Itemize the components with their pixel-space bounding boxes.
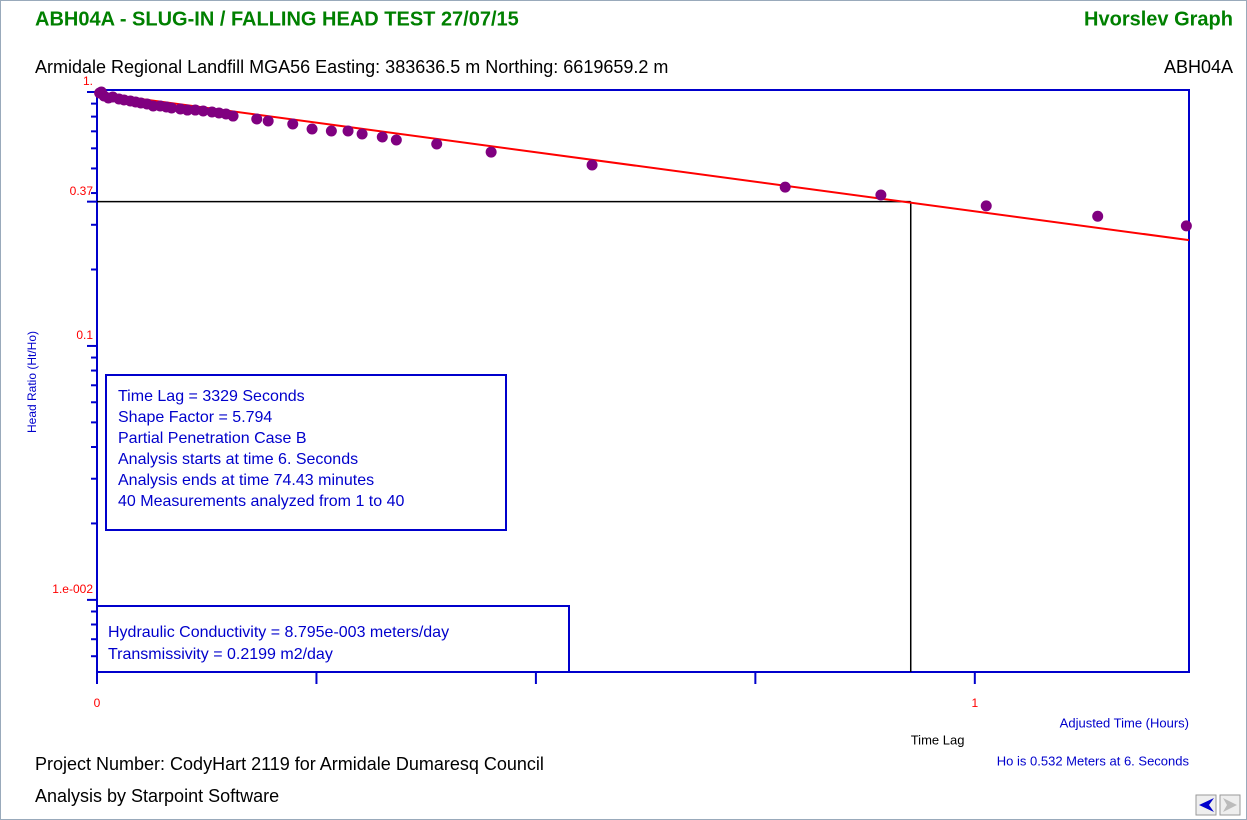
results-line: Transmissivity = 0.2199 m2/day [108,646,333,663]
info-line: Shape Factor = 5.794 [118,409,272,426]
info-line: Partial Penetration Case B [118,430,307,447]
x-axis-label: Adjusted Time (Hours) [1060,715,1189,730]
y-tick-label: 1. [83,74,93,88]
info-line: 40 Measurements analyzed from 1 to 40 [118,493,404,510]
footer: Analysis by Starpoint Software [35,786,279,806]
data-point [227,110,239,122]
data-point [390,134,402,146]
data-point [262,115,274,127]
data-point [197,105,209,117]
info-line: Analysis ends at time 74.43 minutes [118,472,374,489]
data-point [1180,220,1192,232]
data-point [586,159,598,171]
data-point [325,125,337,137]
data-point [779,181,791,193]
subtitle-right: ABH04A [1164,57,1233,77]
data-point [875,189,887,201]
x-tick-label: 1 [971,696,978,710]
results-box [96,605,570,673]
subtitle: Armidale Regional Landfill MGA56 Easting… [35,57,668,77]
nav-prev[interactable] [1195,794,1217,816]
title: ABH04A - SLUG-IN / FALLING HEAD TEST 27/… [35,8,519,30]
time-lag-label: Time Lag [911,732,965,747]
data-point [1092,210,1104,222]
data-point [980,200,992,212]
info-box [105,374,507,531]
data-point [251,113,263,125]
data-point [166,102,178,114]
fit-line [96,92,1190,242]
y-tick-label: 1.e-002 [52,582,93,596]
y-axis-label: Head Ratio (Ht/Ho) [25,331,39,433]
ho-note: Ho is 0.532 Meters at 6. Seconds [997,753,1190,768]
results-line: Hydraulic Conductivity = 8.795e-003 mete… [108,624,449,641]
info-line: Time Lag = 3329 Seconds [118,388,305,405]
data-point [485,146,497,158]
nav-next[interactable] [1219,794,1241,816]
data-point [181,104,193,116]
x-tick-label: 0 [94,696,101,710]
info-line: Analysis starts at time 6. Seconds [118,451,358,468]
plot-frame [96,89,1190,673]
y-tick-label: 0.1 [76,328,93,342]
data-point [356,128,368,140]
title-right: Hvorslev Graph [1084,8,1233,30]
footer: Project Number: CodyHart 2119 for Armida… [35,754,544,774]
data-point [431,138,443,150]
y-tick-label: 0.37 [70,184,94,198]
data-point [376,131,388,143]
data-point [342,125,354,137]
data-point [287,118,299,130]
data-point [306,123,318,135]
